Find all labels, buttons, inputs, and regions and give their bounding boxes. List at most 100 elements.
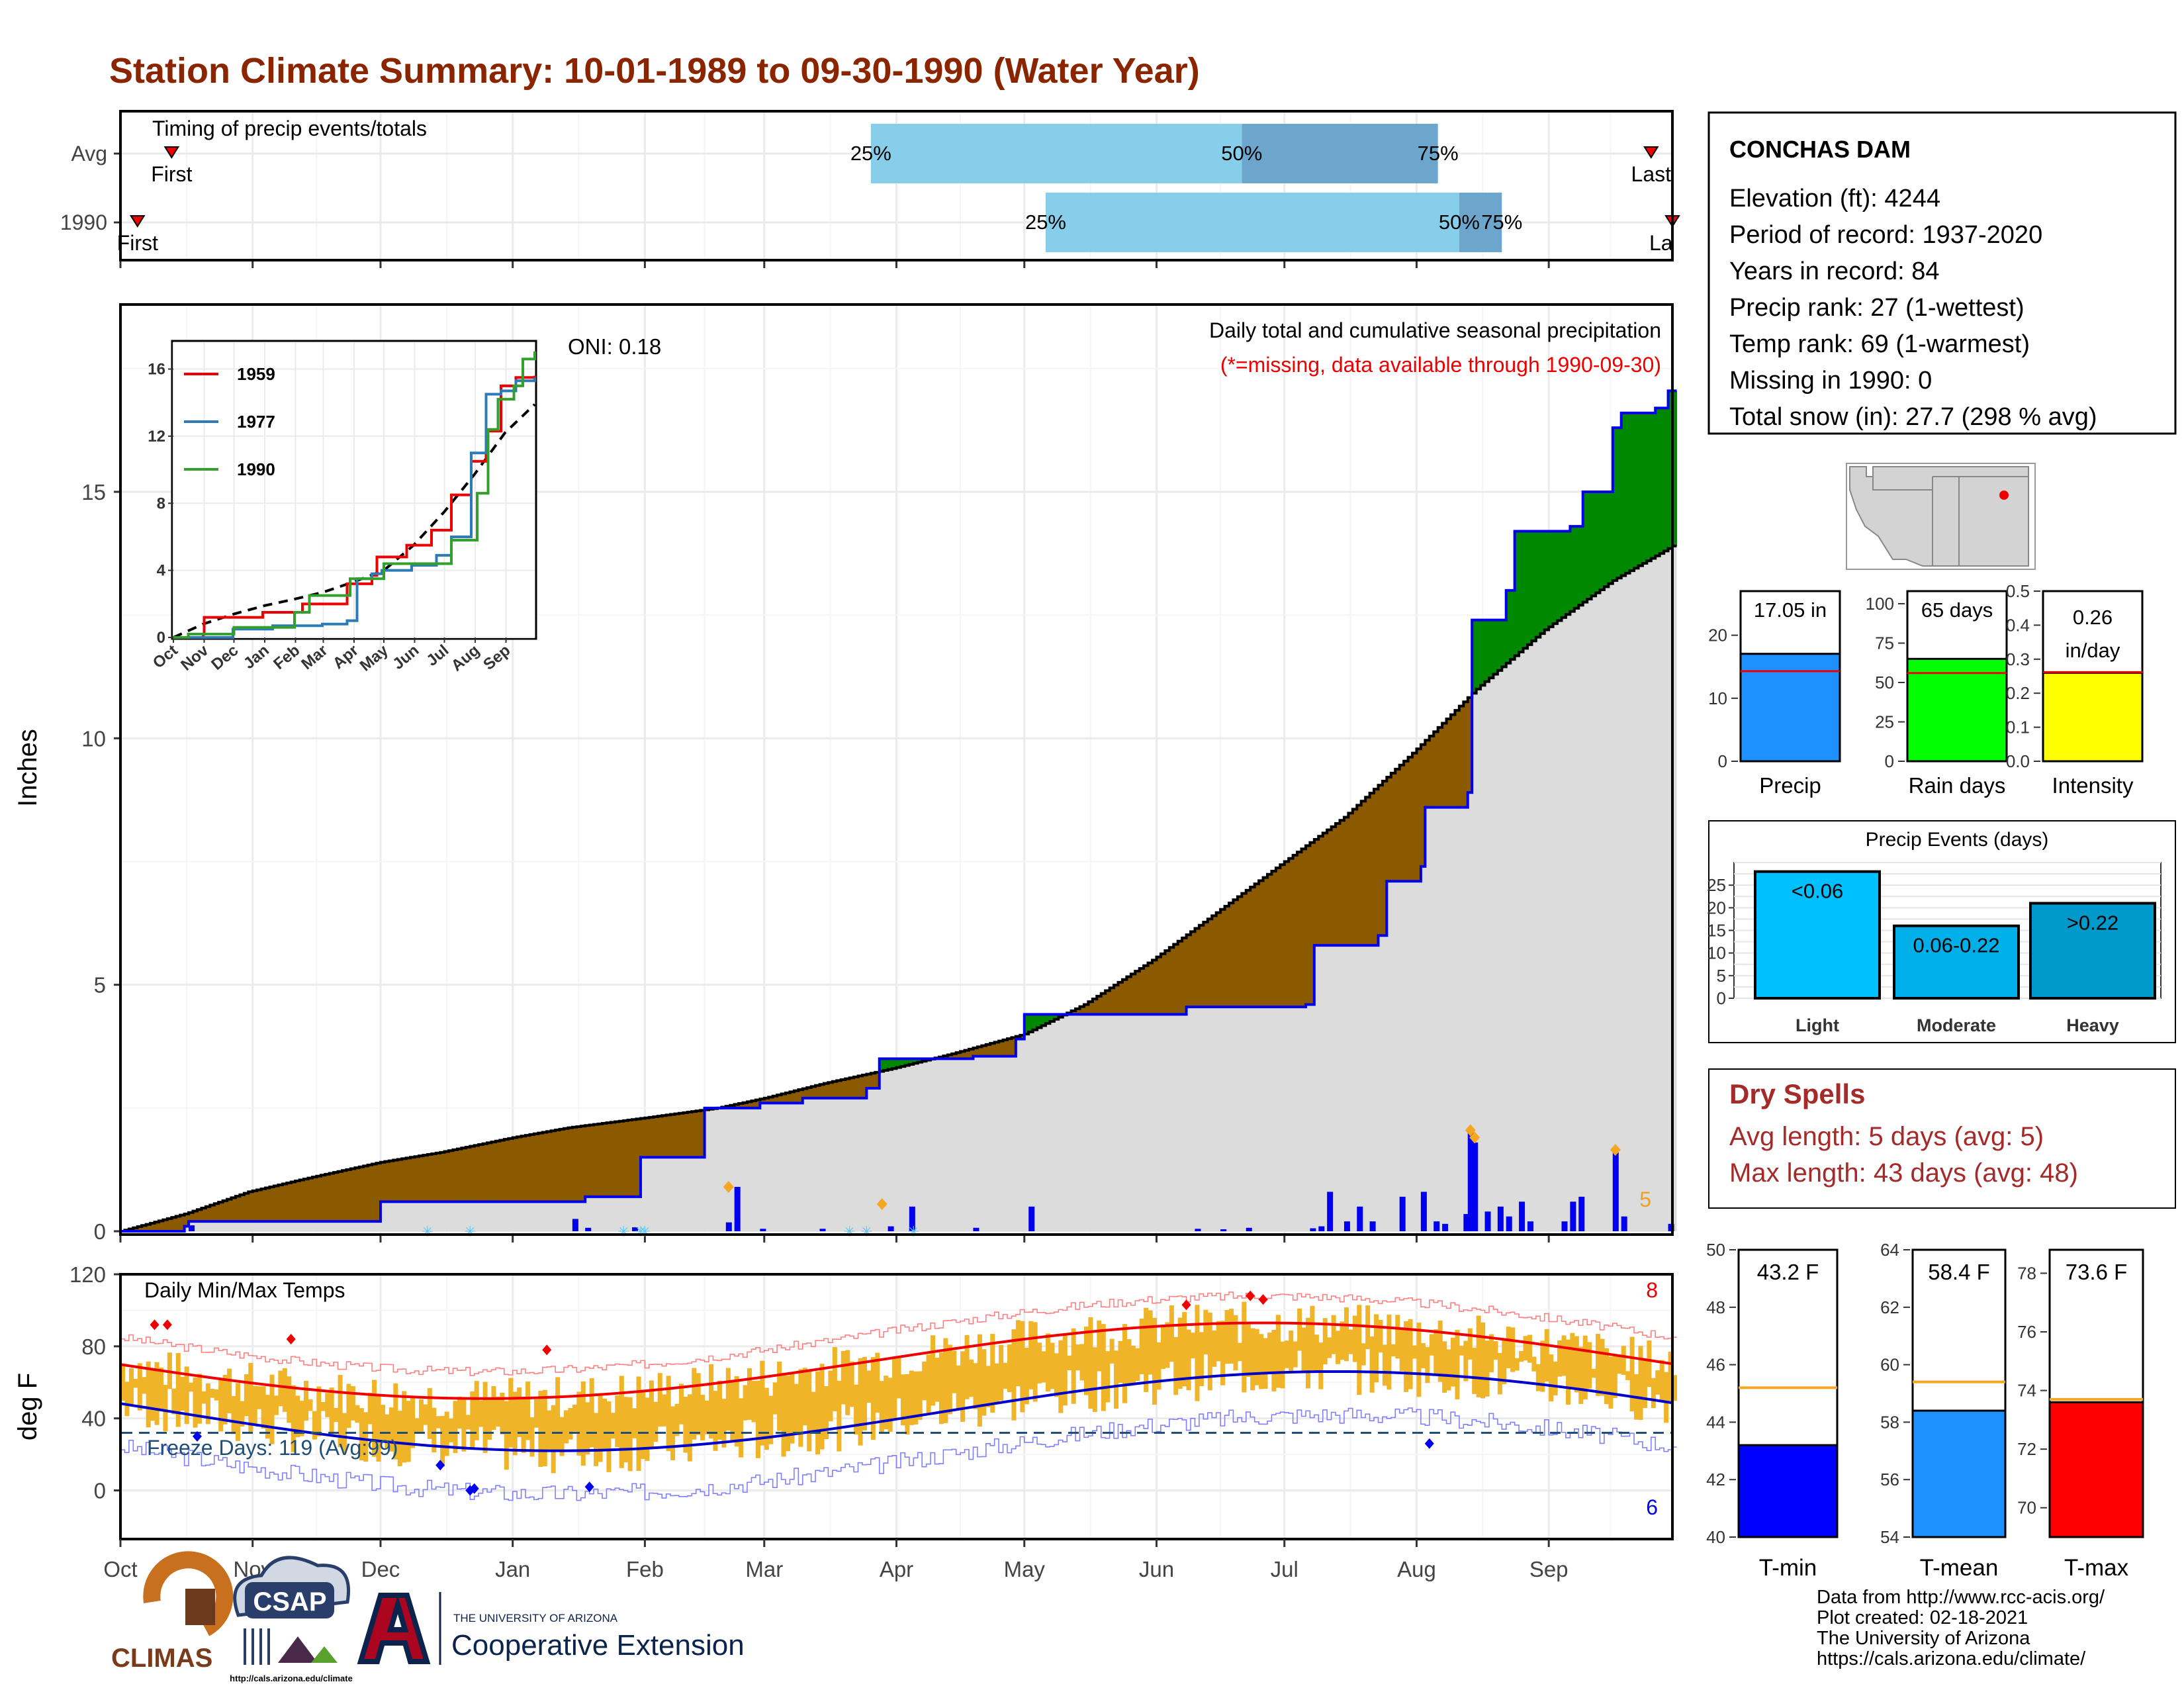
daily-precip-bar: [1028, 1206, 1035, 1231]
temp-bar-label: T-max: [2064, 1555, 2129, 1581]
csap-url: http://cals.arizona.edu/climate: [230, 1673, 353, 1683]
event-bar-light: <0.06 Light: [1754, 870, 1881, 1035]
daily-precip-bar: [1369, 1221, 1376, 1231]
summary-bar-value: 0.26: [2073, 606, 2113, 629]
precip-note: Daily total and cumulative seasonal prec…: [1209, 318, 1661, 342]
heavy-precip-marker: [723, 1180, 734, 1193]
daily-precip-bar: [1527, 1221, 1533, 1231]
timing-bar-late: [1459, 193, 1502, 252]
inset-legend-label: 1959: [237, 364, 275, 384]
temp-ytick: 120: [69, 1262, 106, 1287]
daily-precip-bar: [1570, 1201, 1576, 1231]
daily-precip-bar: [734, 1186, 741, 1231]
month-label: Apr: [880, 1557, 913, 1581]
credit-line-0: Data from http://www.rcc-acis.org/: [1817, 1587, 2105, 1608]
summary-bar-tick: 0.5: [2006, 581, 2030, 601]
inset-avg-line: [173, 403, 536, 639]
daily-precip-bar: [1433, 1221, 1440, 1231]
temp-bar-fill: [1737, 1444, 1839, 1538]
events-title: Precip Events (days): [1866, 829, 2049, 851]
temp-ytick: 40: [81, 1407, 106, 1431]
timing-pct-label: 75%: [1481, 211, 1522, 234]
summary-bar-value: 17.05 in: [1754, 598, 1827, 622]
summary-bar-value: 65 days: [1921, 598, 1993, 622]
credit-line-2: The University of Arizona: [1817, 1628, 2030, 1649]
event-bar-fill: [1754, 870, 1881, 1000]
last-event-marker: [1643, 146, 1659, 159]
snow-marker: ✳: [860, 1223, 872, 1240]
record-high-marker: [162, 1319, 172, 1331]
event-bar-fill: [1893, 924, 2020, 1000]
inset-series-1959: [173, 375, 536, 639]
inset-ytick: 16: [148, 361, 165, 379]
summary-bar-precip: 0 10 20 17.05 in Precip: [1708, 590, 1841, 798]
daily-precip-bar: [1246, 1227, 1252, 1231]
credit-line-3: https://cals.arizona.edu/climate/: [1817, 1648, 2086, 1669]
daily-precip-bar: [1327, 1192, 1334, 1231]
first-event-label: First: [151, 162, 192, 186]
daily-precip-bar: [1399, 1196, 1406, 1231]
hot-count: 8: [1646, 1278, 1658, 1302]
station-line-3: Precip rank: 27 (1-wettest): [1729, 294, 2025, 322]
event-bar-label: Moderate: [1917, 1015, 1996, 1035]
first-event-marker: [129, 215, 146, 228]
summary-bar-tick: 0.4: [2006, 615, 2030, 635]
events-ytick: 10: [1707, 943, 1726, 963]
events-ytick: 15: [1707, 921, 1726, 941]
freeze-days-label: Freeze Days: 119 (Avg:99): [147, 1436, 398, 1460]
inset-series-1990: [173, 351, 536, 639]
record-high-line: [120, 1291, 1677, 1376]
csap-logo: CSAP http://cals.arizona.edu/climate: [230, 1556, 353, 1683]
temp-bar-t-max: 70 72 74 76 78 73.6 F T-max: [2017, 1248, 2144, 1581]
month-label: Mar: [745, 1557, 783, 1581]
event-bar-heavy: >0.22 Heavy: [2029, 902, 2156, 1035]
summary-bar-intensity: 0.0 0.1 0.2 0.3 0.4 0.5 0.26 in/day Intensity: [2006, 581, 2144, 798]
station-line-5: Missing in 1990: 0: [1729, 367, 1932, 395]
record-low-marker: [435, 1460, 445, 1471]
daily-precip-bar: [1484, 1211, 1491, 1231]
snow-marker: ✳: [843, 1223, 855, 1240]
daily-precip-bar: [1318, 1226, 1325, 1231]
event-bar-label: Light: [1796, 1015, 1839, 1035]
summary-bar-tick: 75: [1875, 633, 1894, 653]
temp-bar-tick: 58: [1880, 1412, 1899, 1432]
month-label: Jan: [495, 1557, 530, 1581]
summary-bar-rain-days: 0 25 50 75 100 65 days Rain days: [1866, 590, 2008, 798]
temp-bar-fill: [1911, 1409, 2007, 1538]
month-label: Sep: [1529, 1557, 1569, 1581]
summary-bar-tick: 0.2: [2006, 683, 2030, 703]
csap-logo-text: CSAP: [253, 1587, 326, 1617]
timing-bar-late: [1242, 124, 1438, 183]
dry-spells-box: Dry Spells Avg length: 5 days (avg: 5) M…: [1708, 1068, 2176, 1209]
temp-bar-t-mean: 54 56 58 60 62 64 58.4 F T-mean: [1880, 1240, 2007, 1581]
oni-label: ONI: 0.18: [568, 334, 661, 359]
event-bar-label: Heavy: [2066, 1015, 2119, 1035]
temp-bar-tick: 72: [2017, 1439, 2036, 1459]
temp-bar-tick: 56: [1880, 1470, 1899, 1489]
first-event-marker: [163, 146, 180, 159]
temp-bar-value: 73.6 F: [2066, 1260, 2128, 1284]
timing-pct-label: 50%: [1439, 211, 1480, 234]
daily-precip-bar: [1343, 1221, 1350, 1231]
heavy-precip-marker: [876, 1198, 887, 1211]
temp-bar-label: T-mean: [1920, 1555, 1999, 1581]
timing-row-1990: 25% 50% 75% First La: [117, 193, 1680, 255]
temp-bar-tick: 62: [1880, 1297, 1899, 1317]
cum-precip-base-area: [120, 545, 1677, 1232]
temp-ytick: 80: [81, 1335, 106, 1359]
record-low-marker: [192, 1430, 202, 1442]
precip-missing-note: (*=missing, data available through 1990-…: [1220, 353, 1661, 377]
month-label: Aug: [1397, 1557, 1436, 1581]
inset-ytick: 8: [157, 494, 165, 512]
temp-bar-tick: 50: [1706, 1240, 1725, 1260]
events-ytick: 25: [1707, 875, 1726, 895]
events-ytick: 5: [1717, 966, 1726, 986]
summary-bar-tick: 20: [1708, 626, 1727, 645]
timing-row-Avg: 25% 50% 75% First Last: [151, 124, 1671, 186]
snow-marker: ✳: [907, 1223, 919, 1240]
month-label: May: [1004, 1557, 1046, 1581]
temperature-bars: 40 42 44 46 48 50 43.2 F T-min 54 56 58 60 62 64 58.4 …: [1706, 1240, 2144, 1581]
daily-precip-bar: [1561, 1221, 1568, 1231]
snow-marker: ✳: [639, 1223, 651, 1240]
